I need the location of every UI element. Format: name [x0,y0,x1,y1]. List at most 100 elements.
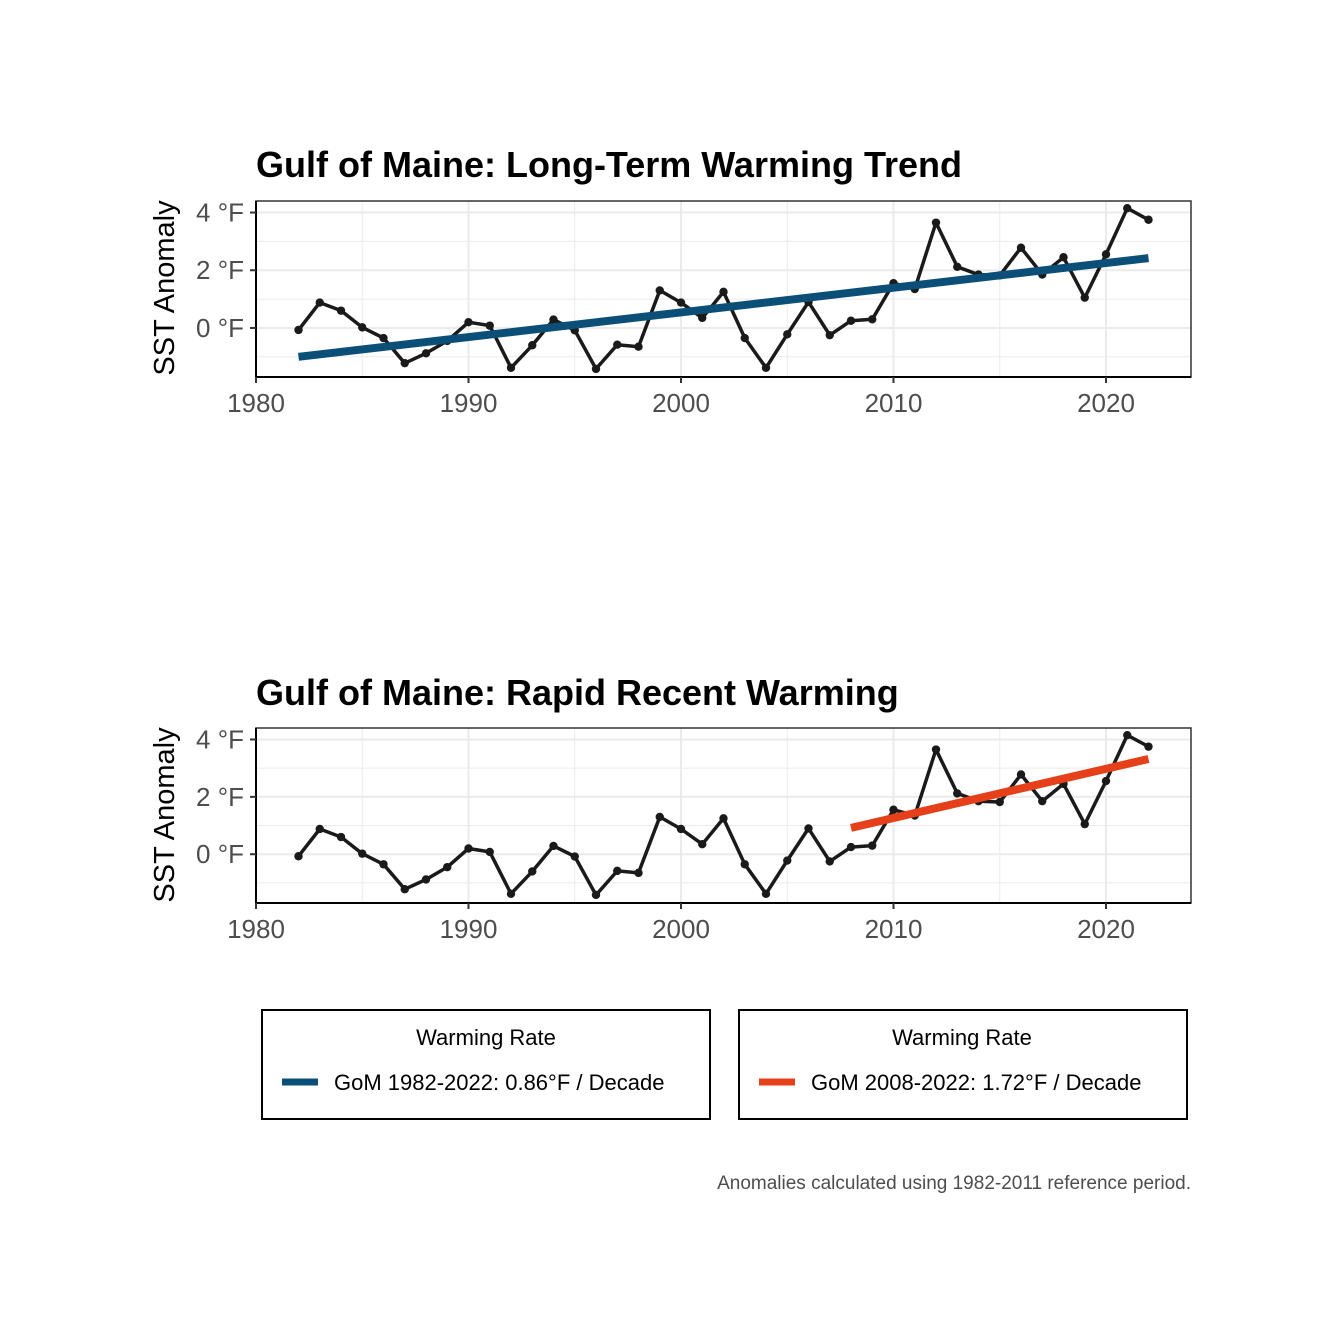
chart-title: Gulf of Maine: Rapid Recent Warming [256,672,899,713]
anomaly-point [591,364,601,374]
anomaly-point [1101,776,1111,786]
anomaly-point [1123,204,1132,213]
anomaly-point [953,789,962,798]
anomaly-point [1123,730,1132,740]
y-tick-label: 0 °F [196,839,244,869]
y-tick-label: 4 °F [196,198,244,228]
anomaly-point [570,852,579,861]
chart-long-term-warming: Gulf of Maine: Long-Term Warming Trend S… [149,144,1192,418]
anomaly-point [315,298,324,307]
anomaly-point [358,849,367,858]
legend-title: Warming Rate [892,1025,1032,1050]
legend-title: Warming Rate [416,1025,556,1050]
anomaly-point [804,824,813,833]
x-tick-label: 2000 [652,914,710,944]
series [294,730,1153,900]
anomaly-point [421,349,431,358]
anomaly-point [528,867,537,876]
anomaly-point [719,814,728,823]
anomaly-point [868,315,877,324]
legend-box [738,1009,1188,1120]
anomaly-point [315,824,324,834]
anomaly-point [336,306,346,315]
anomaly-point [1080,819,1089,829]
legend-label: GoM 2008-2022: 1.72°F / Decade [811,1070,1141,1095]
anomaly-point [783,330,792,339]
anomaly-point [549,315,558,324]
legend-recent: Warming Rate GoM 2008-2022: 1.72°F / Dec… [738,1009,1188,1120]
x-tick-label: 1980 [227,914,285,944]
anomaly-point [634,342,643,351]
anomaly-point [676,298,686,307]
x-tick-label: 2010 [865,388,923,418]
x-tick-label: 2010 [865,914,923,944]
axes: 1980 1990 2000 2010 2020 0 °F 2 °F 4 °F [196,724,1191,944]
series [294,204,1153,374]
anomaly-point [591,890,601,900]
anomaly-point [379,333,388,343]
anomaly-point [485,847,494,857]
anomaly-point [506,889,516,899]
anomaly-point [464,844,473,853]
anomaly-point [464,317,473,327]
y-tick-label: 2 °F [196,782,244,812]
anomaly-point [953,262,962,271]
anomaly-point [485,321,494,330]
x-tick-label: 1990 [440,914,498,944]
x-tick-label: 1990 [440,388,498,418]
legend-long-term: Warming Rate GoM 1982-2022: 0.86°F / Dec… [261,1009,711,1120]
anomaly-point [825,857,834,866]
y-axis-title: SST Anomaly [149,200,181,376]
x-tick-label: 2020 [1077,388,1135,418]
anomaly-point [421,875,431,884]
anomaly-point [889,805,898,814]
anomaly-point [1059,253,1068,262]
chart-rapid-recent-warming: Gulf of Maine: Rapid Recent Warming SST … [149,672,1192,944]
chart-title: Gulf of Maine: Long-Term Warming Trend [256,144,962,185]
anomaly-point [1144,215,1153,224]
anomaly-point [761,889,771,899]
anomaly-point [613,340,622,349]
anomaly-point [1016,243,1026,252]
anomaly-point [1016,770,1026,779]
x-tick-label: 1980 [227,388,285,418]
anomaly-point [676,824,686,834]
anomaly-point [719,287,728,297]
trend-line [298,254,1149,361]
anomaly-point [358,323,367,332]
anomaly-point [336,832,346,842]
anomaly-point [294,325,303,335]
anomaly-point [549,841,558,851]
anomaly-point [698,839,707,849]
anomaly-point [931,218,941,227]
anomaly-point [846,316,856,325]
anomaly-point [1144,742,1153,751]
anomaly-point [400,358,409,368]
anomaly-point [634,868,643,878]
anomaly-point [931,745,941,754]
anomaly-point [655,812,664,822]
y-tick-label: 2 °F [196,255,244,285]
x-tick-label: 2020 [1077,914,1135,944]
anomaly-point [783,856,792,865]
anomaly-point [868,841,877,850]
anomaly-point [698,313,707,323]
anomaly-point [740,860,749,869]
anomaly-point [1080,293,1089,302]
anomaly-point [613,866,622,876]
anomaly-point [1038,796,1047,806]
anomaly-point [379,860,388,869]
anomaly-point [528,341,537,350]
anomaly-point [400,885,409,894]
anomaly-point [761,363,771,372]
axes: 1980 1990 2000 2010 2020 0 °F 2 °F 4 °F [196,198,1191,418]
trend-line [850,755,1150,832]
anomaly-point [655,286,664,295]
x-tick-label: 2000 [652,388,710,418]
anomaly-point [995,797,1004,807]
anomaly-point [740,333,749,343]
legend-box [261,1009,711,1120]
caption: Anomalies calculated using 1982-2011 ref… [717,1173,1191,1194]
anomaly-point [846,842,856,852]
legend-label: GoM 1982-2022: 0.86°F / Decade [334,1070,664,1095]
